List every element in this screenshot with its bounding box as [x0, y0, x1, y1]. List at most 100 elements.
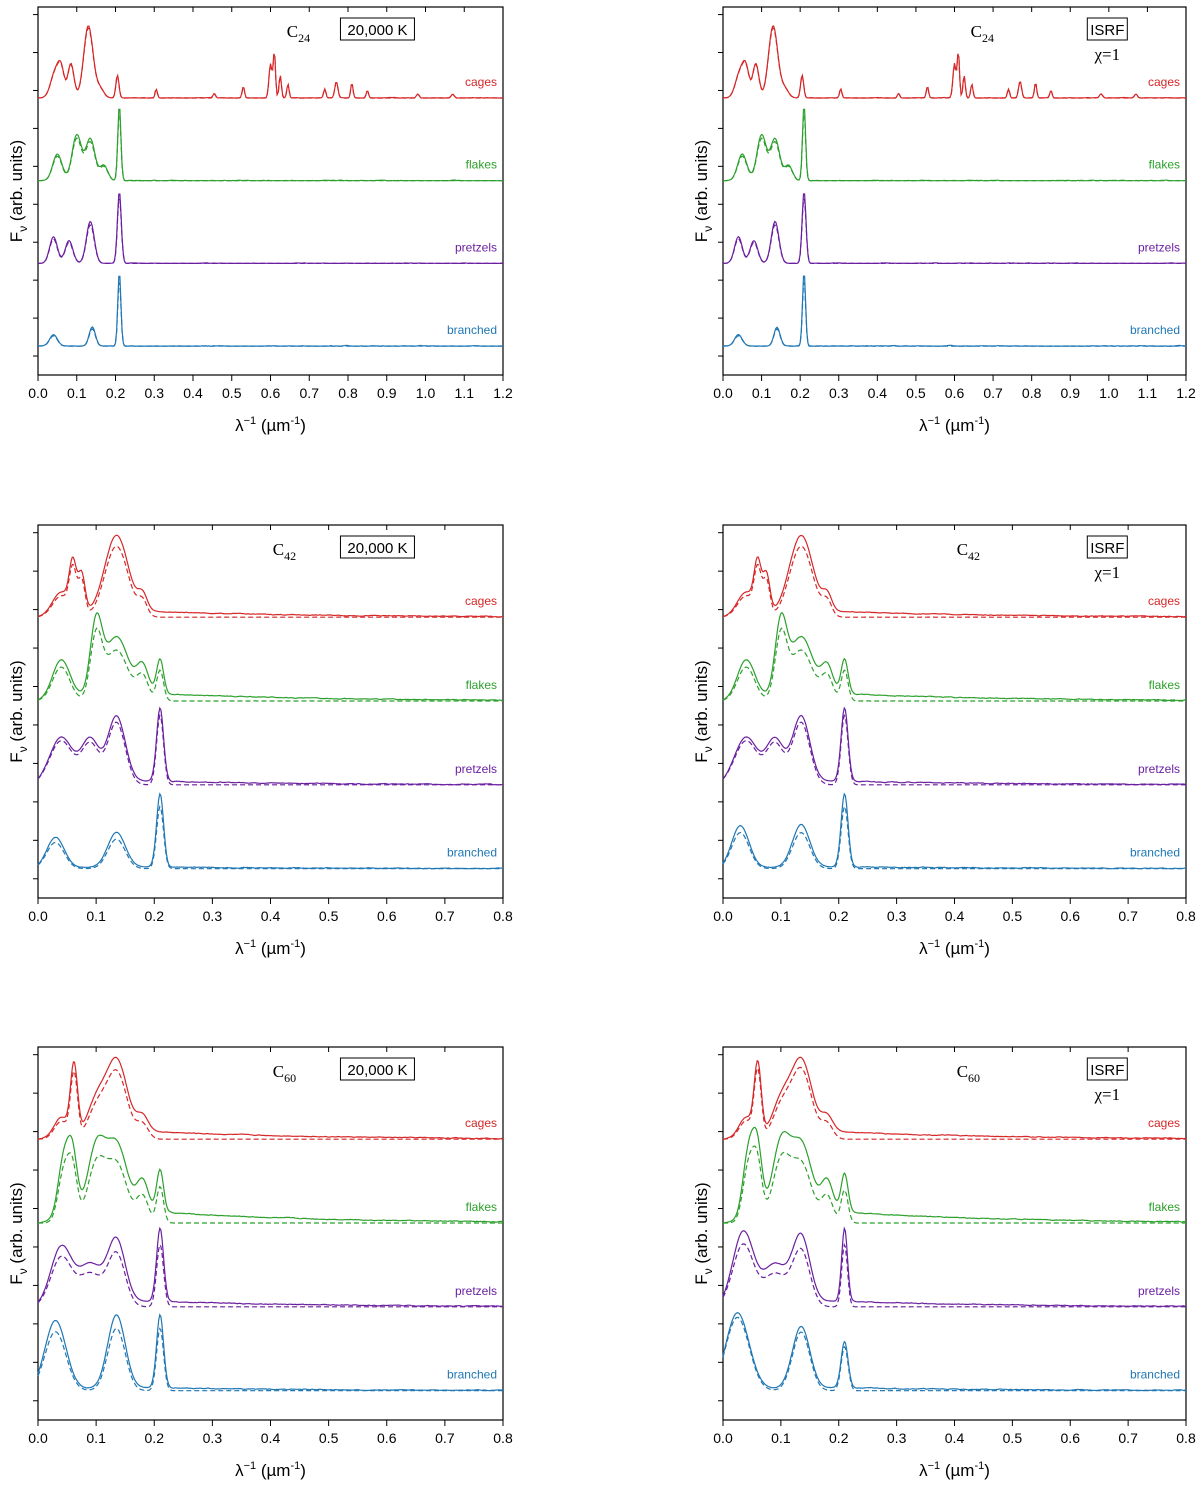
condition-box [339, 535, 415, 559]
x-tick-label: 0.4 [261, 1430, 281, 1446]
x-tick-label: 0.3 [145, 385, 165, 401]
panel-c60-right: 0.0 0.1 0.2 0.3 0.4 0.5 0.6 0.7 0.8 λ−1 (µm-1) Fν … [692, 1046, 1196, 1480]
series-label-cages: cages [465, 75, 497, 89]
series-branched-dashed [37, 805, 503, 870]
series-label-pretzels: pretzels [1138, 240, 1180, 254]
x-tick-label: 0.3 [203, 908, 223, 924]
series-label-branched: branched [447, 323, 497, 337]
series-pretzels-dashed [37, 713, 503, 786]
x-tick-label: 0.7 [1118, 1430, 1138, 1446]
x-tick-label: 1.1 [455, 385, 475, 401]
x-tick-label: 0.6 [377, 908, 397, 924]
x-tick-label: 0.4 [183, 385, 203, 401]
x-tick-label: 0.6 [1061, 1430, 1081, 1446]
molecule-title: C60 [273, 1062, 296, 1085]
x-tick-label: 0.0 [713, 385, 733, 401]
series-branched-dashed [722, 282, 1186, 347]
series-branched-dashed [37, 1327, 503, 1392]
x-tick-label: 1.0 [416, 385, 436, 401]
series-branched-dashed [38, 282, 503, 347]
x-tick-label: 0.2 [790, 385, 810, 401]
series-label-pretzels: pretzels [1138, 762, 1180, 776]
series-flakes-dashed [723, 1145, 1186, 1224]
x-tick-label: 0.8 [1176, 908, 1196, 924]
series-label-branched: branched [1130, 323, 1180, 337]
x-tick-label: 0.7 [300, 385, 320, 401]
series-pretzels-solid [37, 706, 504, 786]
series-pretzels-solid [723, 193, 1187, 265]
x-tick-label: 0.4 [945, 1430, 965, 1446]
x-axis-label: λ−1 (µm-1) [235, 1460, 306, 1480]
series-pretzels-solid [722, 1226, 1187, 1308]
series-label-pretzels: pretzels [1138, 1284, 1180, 1298]
series-flakes-dashed [37, 627, 503, 702]
condition-box [1086, 1057, 1128, 1081]
series-cages-solid [722, 1056, 1187, 1140]
x-tick-label: 0.3 [829, 385, 849, 401]
series-label-flakes: flakes [1149, 158, 1180, 172]
condition-label: ISRF [1090, 540, 1124, 557]
series-flakes-dashed [722, 627, 1186, 702]
x-tick-label: 0.8 [493, 908, 513, 924]
series-cages-dashed [723, 1066, 1186, 1140]
x-tick-label: 0.8 [493, 1430, 513, 1446]
x-tick-label: 0.5 [1003, 1430, 1023, 1446]
panel-c60-left: 0.0 0.1 0.2 0.3 0.4 0.5 0.6 0.7 0.8 λ−1 (µm-1) Fν … [7, 1046, 513, 1480]
x-tick-label: 0.2 [829, 1430, 849, 1446]
series-label-flakes: flakes [466, 1200, 497, 1214]
series-label-flakes: flakes [1149, 1200, 1180, 1214]
molecule-title: C60 [957, 1062, 980, 1085]
x-axis-label: λ−1 (µm-1) [235, 938, 306, 958]
x-tick-label: 0.4 [945, 908, 965, 924]
series-cages-dashed [37, 545, 503, 618]
x-tick-label: 0.1 [86, 908, 106, 924]
series-branched-solid [722, 1312, 1187, 1392]
condition-label: 20,000 K [347, 540, 407, 557]
x-tick-label: 0.9 [1061, 385, 1081, 401]
series-pretzels-dashed [723, 198, 1187, 265]
x-tick-label: 0.5 [319, 1430, 339, 1446]
series-label-branched: branched [447, 1368, 497, 1382]
series-flakes-solid [722, 108, 1186, 182]
y-axis-label: Fν (arb. units) [7, 140, 30, 242]
x-tick-label: 0.2 [829, 908, 849, 924]
x-tick-label: 1.2 [1176, 385, 1196, 401]
x-tick-label: 0.0 [28, 385, 48, 401]
x-tick-label: 0.6 [261, 385, 281, 401]
series-flakes-dashed [38, 1152, 503, 1224]
y-axis-label: Fν (arb. units) [7, 1182, 30, 1284]
x-axis-label: λ−1 (µm-1) [919, 1460, 990, 1480]
x-tick-label: 0.6 [945, 385, 965, 401]
x-tick-label: 0.7 [1118, 908, 1138, 924]
plot-frame [37, 524, 504, 899]
x-tick-label: 0.3 [203, 1430, 223, 1446]
series-pretzels-dashed [38, 198, 504, 265]
x-tick-label: 0.2 [145, 1430, 165, 1446]
series-flakes-solid [722, 612, 1187, 702]
series-flakes-solid [37, 612, 504, 701]
x-tick-label: 0.7 [435, 1430, 455, 1446]
x-tick-label: 0.3 [887, 1430, 907, 1446]
x-tick-label: 0.7 [983, 385, 1003, 401]
molecule-title: C24 [287, 22, 310, 45]
condition-label: ISRF [1090, 1062, 1124, 1079]
x-tick-label: 0.8 [338, 385, 358, 401]
series-branched-dashed [722, 805, 1186, 870]
molecule-title: C42 [273, 540, 296, 563]
condition-box [339, 17, 415, 41]
panel-c24-right: 0.0 0.1 0.2 0.3 0.4 0.5 0.6 0.7 0.8 0.9 1.0 1.1 1.2 λ… [692, 6, 1196, 435]
condition-box [1086, 535, 1128, 559]
series-pretzels-dashed [722, 713, 1186, 786]
series-pretzels-dashed [37, 1243, 503, 1308]
panel-c42-right: 0.0 0.1 0.2 0.3 0.4 0.5 0.6 0.7 0.8 λ−1 (µm-1) Fν … [692, 524, 1196, 958]
x-tick-label: 0.5 [906, 385, 926, 401]
y-axis-label: Fν (arb. units) [692, 660, 715, 762]
y-axis-label: Fν (arb. units) [7, 660, 30, 762]
series-flakes-solid [722, 1126, 1187, 1224]
molecule-title: C42 [957, 540, 980, 563]
series-cages-solid [37, 534, 504, 618]
series-branched-solid [38, 275, 503, 347]
x-tick-label: 1.1 [1138, 385, 1158, 401]
plot-frame [37, 1046, 504, 1421]
